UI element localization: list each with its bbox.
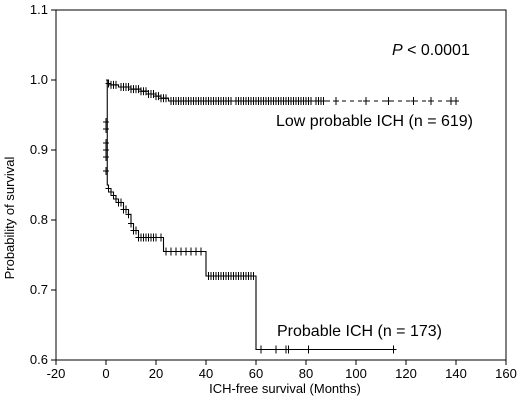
x-tick-label: 100 [345, 366, 367, 381]
y-tick-label: 1.1 [30, 2, 48, 17]
plot-frame [55, 9, 507, 361]
y-tick-label: 0.9 [30, 142, 48, 157]
x-tick-label: 80 [299, 366, 313, 381]
x-tick-label: 120 [395, 366, 417, 381]
x-tick-label: 140 [445, 366, 467, 381]
x-tick-label: 160 [495, 366, 517, 381]
p-value-label: P < 0.0001 [392, 42, 470, 59]
y-tick-label: 0.7 [30, 282, 48, 297]
y-tick-label: 1.0 [30, 72, 48, 87]
series-probable-ich [103, 79, 397, 354]
series-label-probable-ich: Probable ICH (n = 173) [277, 323, 442, 340]
x-axis-ticks: -20 0 20 40 60 80 100 120 140 160 [47, 360, 517, 381]
y-axis-ticks: 0.6 0.7 0.8 0.9 1.0 1.1 [30, 2, 56, 367]
p-value-symbol: P [392, 42, 403, 59]
x-axis-title: ICH-free survival (Months) [209, 381, 361, 396]
p-value-text: < 0.0001 [403, 42, 470, 59]
plot-border [55, 9, 507, 361]
x-tick-label: 60 [249, 366, 263, 381]
series-layer [103, 79, 459, 354]
y-axis-title: Probability of survival [2, 156, 17, 279]
x-tick-label: 20 [149, 366, 163, 381]
y-tick-label: 0.6 [30, 352, 48, 367]
x-tick-label: 40 [199, 366, 213, 381]
series-label-low-probable-ich: Low probable ICH (n = 619) [276, 113, 473, 130]
y-tick-label: 0.8 [30, 212, 48, 227]
x-tick-label: 0 [102, 366, 109, 381]
series-low-probable-ich [105, 79, 459, 105]
x-tick-label: -20 [47, 366, 66, 381]
